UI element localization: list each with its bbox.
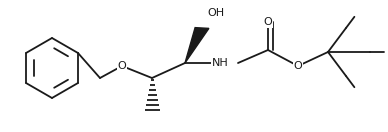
Polygon shape bbox=[185, 28, 209, 63]
Text: NH: NH bbox=[211, 58, 229, 68]
Text: O: O bbox=[294, 61, 302, 71]
Text: O: O bbox=[118, 61, 126, 71]
Text: O: O bbox=[263, 17, 272, 27]
Text: OH: OH bbox=[208, 8, 225, 18]
